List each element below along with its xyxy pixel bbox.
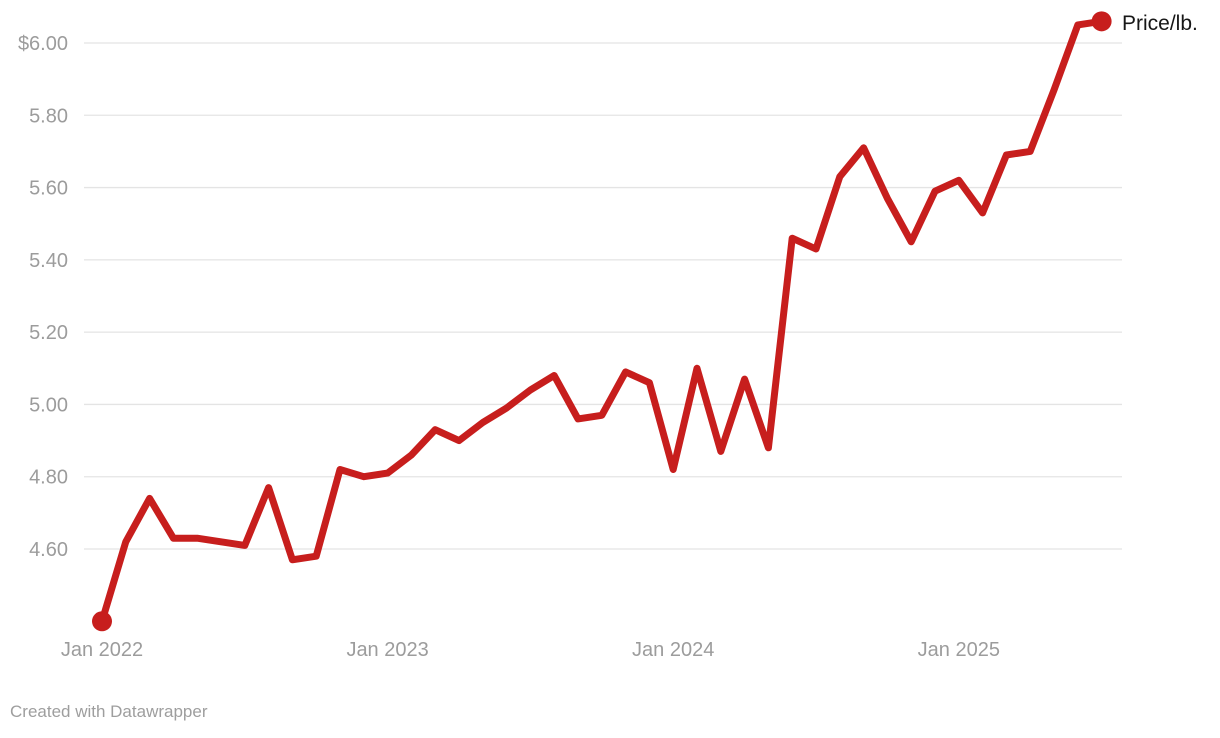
series-legend-label: Price/lb. bbox=[1122, 12, 1198, 35]
x-axis-labels: Jan 2022 Jan 2023 Jan 2024 Jan 2025 bbox=[61, 639, 1000, 661]
y-tick-label: 5.80 bbox=[29, 105, 68, 127]
y-tick-label: 5.40 bbox=[29, 250, 68, 272]
series-group bbox=[92, 11, 1112, 632]
datawrapper-attribution: Created with Datawrapper bbox=[10, 702, 208, 721]
y-tick-label: $6.00 bbox=[18, 33, 68, 55]
x-tick-label: Jan 2023 bbox=[346, 639, 428, 661]
y-tick-label: 5.60 bbox=[29, 178, 68, 200]
y-tick-label: 5.20 bbox=[29, 322, 68, 344]
y-tick-label: 4.80 bbox=[29, 467, 68, 489]
series-start-dot bbox=[92, 611, 112, 632]
x-tick-label: Jan 2025 bbox=[918, 639, 1000, 661]
x-tick-label: Jan 2022 bbox=[61, 639, 143, 661]
y-tick-label: 5.00 bbox=[29, 394, 68, 416]
y-tick-label: 4.60 bbox=[29, 539, 68, 561]
x-tick-label: Jan 2024 bbox=[632, 639, 714, 661]
gridline-group bbox=[84, 42, 1122, 550]
y-axis-labels: $6.00 5.80 5.60 5.40 5.20 5.00 4.80 4.60 bbox=[18, 33, 68, 561]
series-end-dot bbox=[1091, 11, 1112, 32]
series-line bbox=[98, 17, 1106, 625]
